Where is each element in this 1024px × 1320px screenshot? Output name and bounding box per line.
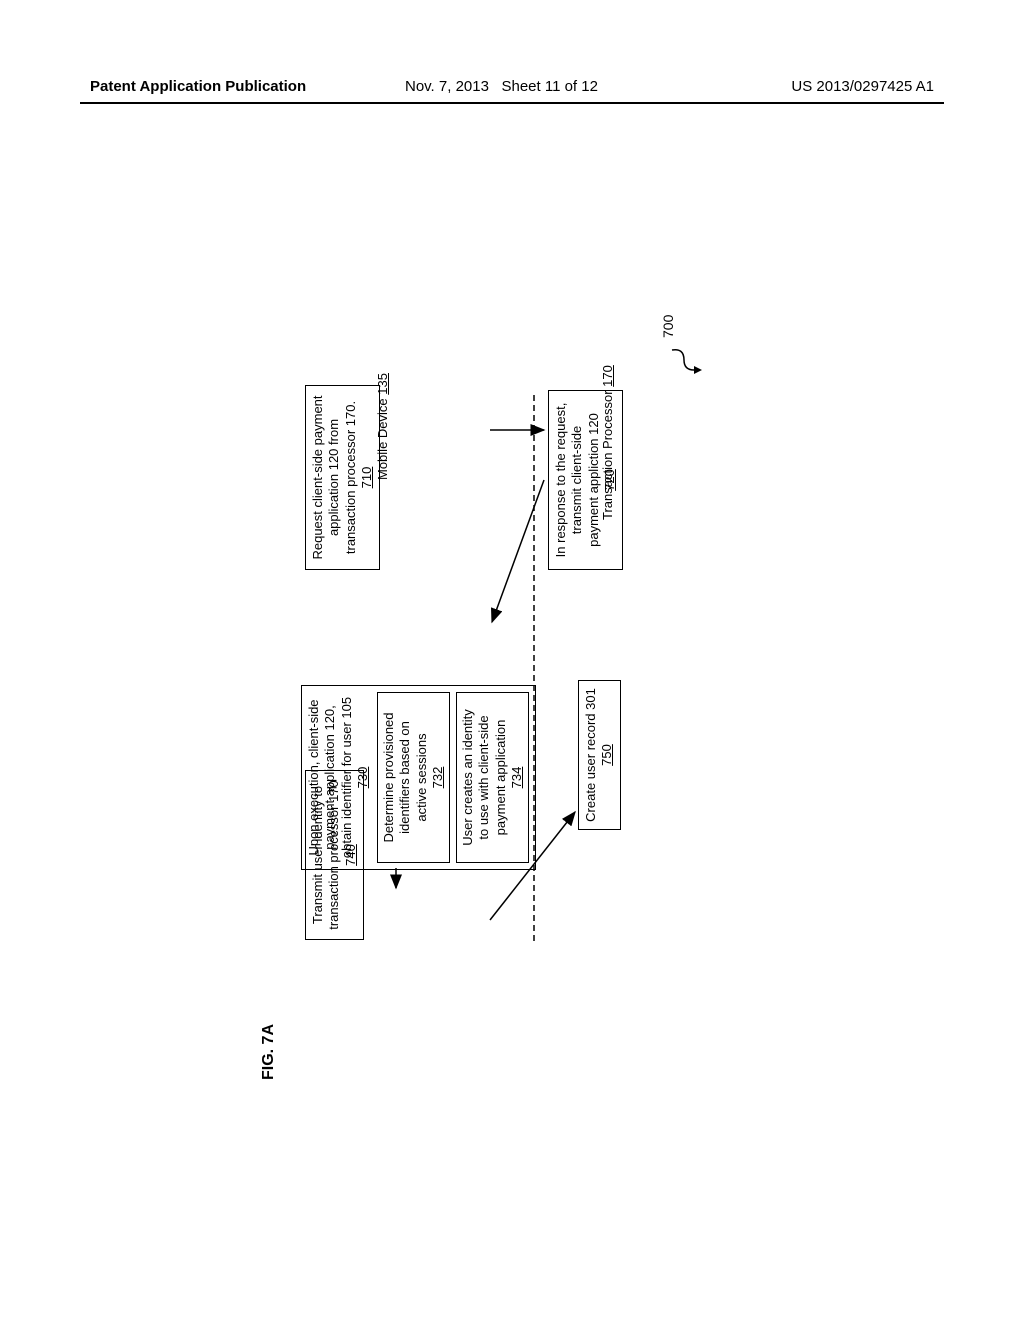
header-rule: [80, 102, 944, 104]
figure-number-hook: [672, 350, 694, 370]
header-left: Patent Application Publication: [90, 78, 306, 95]
arrow-720-730: [492, 480, 544, 622]
page: Patent Application Publication Nov. 7, 2…: [0, 0, 1024, 1320]
header-date: Nov. 7, 2013: [405, 78, 489, 95]
overlay-svg: [0, 0, 1024, 1320]
box-740: Transmit user identity to transaction pr…: [305, 770, 364, 940]
header-sheet: Sheet 11 of 12: [501, 78, 597, 95]
header-right: US 2013/0297425 A1: [791, 78, 934, 95]
box-732: Determine provisioned identifiers based …: [377, 692, 450, 863]
box-734: User creates an identity to use with cli…: [456, 692, 529, 863]
box-750: Create user record 301 750: [578, 680, 621, 830]
figure-number: 700: [660, 315, 676, 338]
box-710: Request client-side payment application …: [305, 385, 380, 570]
figure-label: FIG. 7A: [260, 1024, 278, 1080]
box-720: In response to the request, transmit cli…: [548, 390, 623, 570]
header-mid: Nov. 7, 2013 Sheet 11 of 12: [405, 78, 598, 95]
figure-number-hook-arrow: [694, 366, 702, 374]
